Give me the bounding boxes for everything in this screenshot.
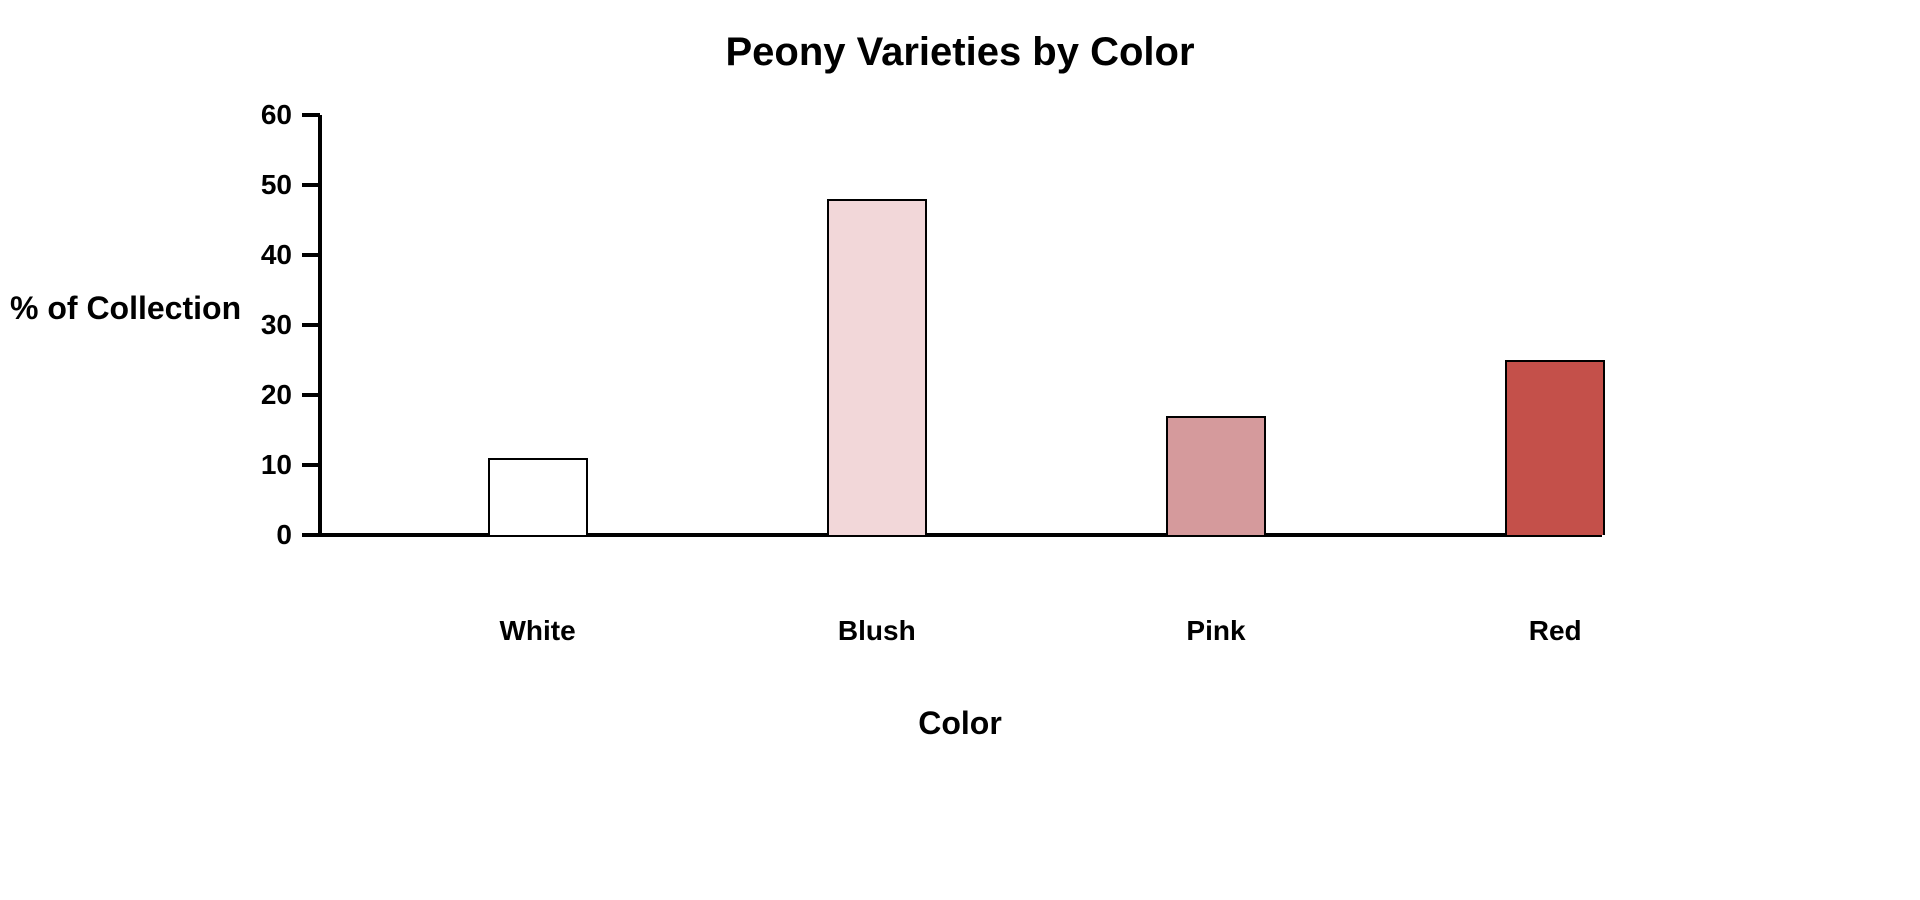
category-label: Red — [1455, 615, 1655, 647]
y-tick-label: 20 — [232, 379, 292, 411]
bar-chart: Peony Varieties by Color % of Collection C… — [0, 0, 1920, 900]
category-label: Pink — [1116, 615, 1316, 647]
y-tick-mark — [302, 183, 320, 187]
y-tick-mark — [302, 113, 320, 117]
bar — [488, 458, 588, 535]
bar — [827, 199, 927, 535]
y-tick-mark — [302, 533, 320, 537]
y-tick-label: 60 — [232, 99, 292, 131]
y-tick-mark — [302, 323, 320, 327]
y-tick-label: 50 — [232, 169, 292, 201]
y-tick-label: 10 — [232, 449, 292, 481]
y-axis-label: % of Collection — [10, 290, 241, 327]
y-tick-mark — [302, 253, 320, 257]
y-tick-mark — [302, 393, 320, 397]
x-axis-label: Color — [320, 705, 1600, 742]
y-tick-label: 30 — [232, 309, 292, 341]
bar — [1505, 360, 1605, 535]
chart-title: Peony Varieties by Color — [0, 30, 1920, 75]
category-label: White — [438, 615, 638, 647]
bar — [1166, 416, 1266, 535]
category-label: Blush — [777, 615, 977, 647]
y-tick-mark — [302, 463, 320, 467]
y-tick-label: 40 — [232, 239, 292, 271]
y-tick-label: 0 — [232, 519, 292, 551]
